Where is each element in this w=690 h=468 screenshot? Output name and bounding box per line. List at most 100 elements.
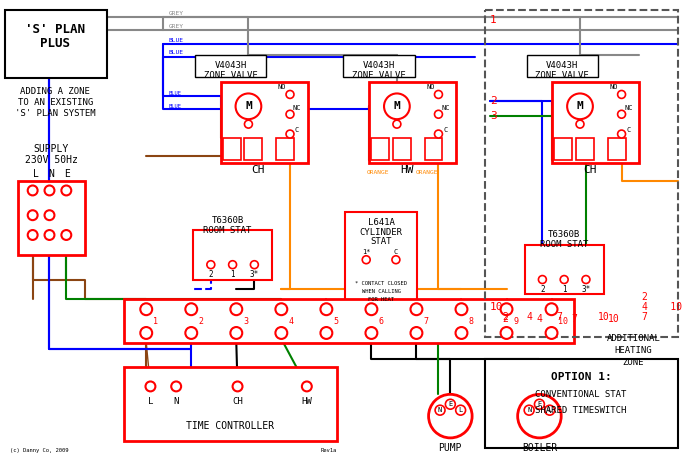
Text: ROOM STAT: ROOM STAT bbox=[204, 226, 252, 234]
Circle shape bbox=[538, 276, 546, 284]
Bar bbox=[346, 212, 417, 306]
Bar bbox=[524, 245, 604, 294]
Circle shape bbox=[560, 276, 568, 284]
Bar bbox=[424, 138, 442, 160]
Circle shape bbox=[618, 130, 626, 138]
Text: M: M bbox=[577, 101, 583, 111]
Text: M: M bbox=[393, 101, 400, 111]
Circle shape bbox=[233, 381, 242, 391]
Circle shape bbox=[435, 405, 445, 415]
Text: 7: 7 bbox=[556, 312, 562, 322]
Circle shape bbox=[45, 185, 55, 196]
Text: 'S' PLAN SYSTEM: 'S' PLAN SYSTEM bbox=[15, 109, 96, 118]
Circle shape bbox=[435, 90, 442, 98]
Text: HEATING: HEATING bbox=[615, 346, 652, 355]
Bar bbox=[5, 10, 107, 78]
Circle shape bbox=[500, 303, 513, 315]
Text: BLUE: BLUE bbox=[168, 37, 184, 43]
Text: ZONE: ZONE bbox=[622, 358, 644, 367]
Text: BOILER: BOILER bbox=[522, 443, 557, 453]
Circle shape bbox=[435, 110, 442, 118]
Bar bbox=[193, 230, 272, 279]
Bar bbox=[195, 55, 266, 77]
Circle shape bbox=[446, 399, 455, 409]
Bar bbox=[554, 138, 572, 160]
Text: 7: 7 bbox=[571, 314, 577, 324]
Circle shape bbox=[618, 90, 626, 98]
Text: WHEN CALLING: WHEN CALLING bbox=[362, 289, 401, 294]
Text: 4: 4 bbox=[526, 312, 533, 322]
Text: E: E bbox=[538, 401, 542, 407]
Text: 5: 5 bbox=[333, 316, 338, 326]
Text: NC: NC bbox=[624, 105, 633, 111]
Circle shape bbox=[393, 120, 401, 128]
Text: N: N bbox=[173, 397, 179, 406]
Circle shape bbox=[366, 327, 377, 339]
Text: HW: HW bbox=[400, 165, 413, 175]
Text: 9: 9 bbox=[513, 316, 518, 326]
Circle shape bbox=[286, 130, 294, 138]
Bar bbox=[485, 10, 678, 337]
Text: Rev1a: Rev1a bbox=[320, 448, 337, 453]
Text: ZONE VALVE: ZONE VALVE bbox=[204, 71, 257, 80]
Text: FOR HEAT: FOR HEAT bbox=[368, 297, 394, 302]
Bar bbox=[244, 138, 262, 160]
Text: C: C bbox=[394, 249, 398, 255]
Circle shape bbox=[362, 256, 370, 263]
Text: GREY: GREY bbox=[168, 11, 184, 16]
Text: V4043H: V4043H bbox=[546, 61, 578, 70]
Text: CH: CH bbox=[583, 165, 597, 175]
Bar bbox=[223, 138, 241, 160]
Circle shape bbox=[146, 381, 155, 391]
Text: 3: 3 bbox=[244, 316, 248, 326]
Text: CH: CH bbox=[232, 397, 243, 406]
Text: 2: 2 bbox=[208, 270, 213, 279]
Text: 7: 7 bbox=[642, 312, 647, 322]
Circle shape bbox=[230, 327, 242, 339]
Bar bbox=[18, 181, 85, 255]
Circle shape bbox=[428, 395, 472, 438]
Circle shape bbox=[518, 395, 561, 438]
Text: 4: 4 bbox=[537, 314, 542, 324]
Text: ADDITIONAL: ADDITIONAL bbox=[607, 335, 660, 344]
Circle shape bbox=[455, 327, 467, 339]
Text: 10: 10 bbox=[608, 314, 620, 324]
Text: N: N bbox=[48, 168, 55, 179]
Circle shape bbox=[275, 327, 287, 339]
Bar bbox=[221, 81, 308, 163]
Circle shape bbox=[567, 94, 593, 119]
Text: V4043H: V4043H bbox=[363, 61, 395, 70]
Text: N: N bbox=[438, 407, 442, 413]
Circle shape bbox=[618, 110, 626, 118]
Text: STAT: STAT bbox=[371, 237, 392, 247]
Circle shape bbox=[28, 230, 38, 240]
Text: 2: 2 bbox=[502, 312, 508, 322]
Circle shape bbox=[320, 327, 333, 339]
Text: 2: 2 bbox=[642, 292, 647, 302]
Circle shape bbox=[286, 110, 294, 118]
Text: N: N bbox=[527, 407, 531, 413]
Text: SUPPLY: SUPPLY bbox=[34, 144, 69, 154]
Text: L: L bbox=[548, 407, 552, 413]
Text: E: E bbox=[448, 401, 453, 407]
Circle shape bbox=[435, 130, 442, 138]
Bar bbox=[552, 81, 640, 163]
Text: GREY: GREY bbox=[168, 24, 184, 29]
Text: NC: NC bbox=[293, 105, 301, 111]
Circle shape bbox=[545, 405, 555, 415]
Circle shape bbox=[186, 327, 197, 339]
Text: E: E bbox=[64, 168, 70, 179]
Circle shape bbox=[186, 303, 197, 315]
Text: PUMP: PUMP bbox=[439, 443, 462, 453]
Text: 2: 2 bbox=[198, 316, 203, 326]
Circle shape bbox=[524, 405, 534, 415]
Text: ZONE VALVE: ZONE VALVE bbox=[352, 71, 406, 80]
Circle shape bbox=[140, 327, 152, 339]
Circle shape bbox=[28, 185, 38, 196]
Text: T6360B: T6360B bbox=[548, 230, 580, 240]
Text: 3: 3 bbox=[490, 111, 497, 121]
Circle shape bbox=[455, 303, 467, 315]
Text: L641A: L641A bbox=[368, 218, 395, 227]
Bar bbox=[369, 81, 456, 163]
Circle shape bbox=[384, 94, 410, 119]
